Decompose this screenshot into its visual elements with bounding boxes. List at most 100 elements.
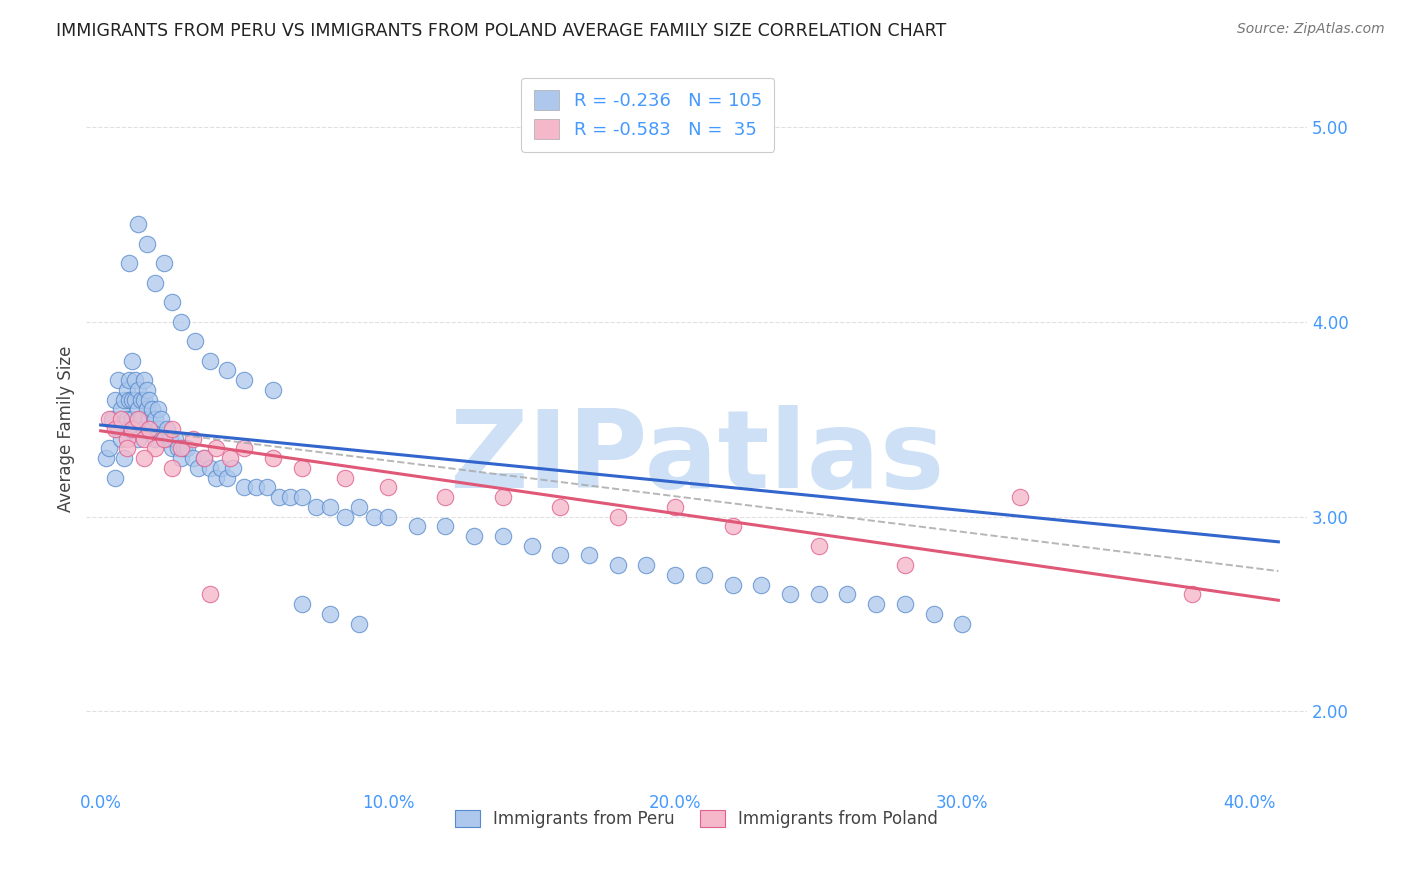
Point bbox=[141, 402, 163, 417]
Point bbox=[124, 422, 146, 436]
Point bbox=[865, 597, 887, 611]
Point bbox=[112, 392, 135, 407]
Point bbox=[922, 607, 945, 621]
Point bbox=[894, 597, 917, 611]
Point bbox=[463, 529, 485, 543]
Point bbox=[115, 383, 138, 397]
Point bbox=[112, 451, 135, 466]
Point bbox=[176, 442, 198, 456]
Point bbox=[950, 616, 973, 631]
Point bbox=[434, 490, 457, 504]
Point bbox=[104, 470, 127, 484]
Point bbox=[291, 597, 314, 611]
Point bbox=[118, 373, 141, 387]
Point bbox=[153, 432, 176, 446]
Point bbox=[262, 451, 284, 466]
Point bbox=[215, 470, 238, 484]
Point bbox=[98, 412, 121, 426]
Point bbox=[118, 422, 141, 436]
Point bbox=[664, 500, 686, 514]
Point bbox=[749, 577, 772, 591]
Point bbox=[548, 549, 571, 563]
Point bbox=[173, 442, 195, 456]
Point bbox=[1008, 490, 1031, 504]
Point bbox=[184, 334, 207, 349]
Point bbox=[291, 490, 314, 504]
Text: Source: ZipAtlas.com: Source: ZipAtlas.com bbox=[1237, 22, 1385, 37]
Point bbox=[204, 470, 226, 484]
Point bbox=[167, 442, 190, 456]
Point bbox=[115, 442, 138, 456]
Point bbox=[405, 519, 427, 533]
Point bbox=[138, 412, 160, 426]
Legend: Immigrants from Peru, Immigrants from Poland: Immigrants from Peru, Immigrants from Po… bbox=[449, 804, 945, 835]
Point bbox=[98, 442, 121, 456]
Point bbox=[159, 432, 181, 446]
Point bbox=[181, 451, 204, 466]
Point bbox=[143, 432, 166, 446]
Point bbox=[129, 412, 152, 426]
Point bbox=[104, 392, 127, 407]
Point bbox=[135, 402, 157, 417]
Point bbox=[156, 422, 179, 436]
Point bbox=[135, 383, 157, 397]
Point bbox=[107, 422, 129, 436]
Point bbox=[135, 236, 157, 251]
Point bbox=[222, 460, 245, 475]
Point bbox=[193, 451, 215, 466]
Point bbox=[96, 451, 118, 466]
Point bbox=[132, 451, 155, 466]
Point bbox=[377, 480, 399, 494]
Point bbox=[779, 587, 801, 601]
Point bbox=[434, 519, 457, 533]
Point bbox=[107, 373, 129, 387]
Point bbox=[278, 490, 301, 504]
Point bbox=[115, 432, 138, 446]
Point bbox=[124, 373, 146, 387]
Point bbox=[256, 480, 278, 494]
Point bbox=[204, 442, 226, 456]
Point bbox=[165, 432, 187, 446]
Point bbox=[110, 412, 132, 426]
Point bbox=[492, 529, 515, 543]
Point bbox=[363, 509, 385, 524]
Point bbox=[377, 509, 399, 524]
Point bbox=[333, 509, 356, 524]
Point bbox=[162, 295, 184, 310]
Point bbox=[215, 363, 238, 377]
Point bbox=[143, 442, 166, 456]
Point bbox=[141, 422, 163, 436]
Point bbox=[807, 539, 830, 553]
Point bbox=[110, 432, 132, 446]
Point bbox=[233, 442, 256, 456]
Point bbox=[219, 451, 242, 466]
Point bbox=[110, 402, 132, 417]
Point bbox=[233, 480, 256, 494]
Point bbox=[209, 460, 232, 475]
Point bbox=[127, 412, 149, 426]
Point bbox=[153, 256, 176, 270]
Point bbox=[127, 402, 149, 417]
Point bbox=[121, 392, 143, 407]
Point bbox=[578, 549, 600, 563]
Point bbox=[193, 451, 215, 466]
Point bbox=[121, 412, 143, 426]
Text: ZIPatlas: ZIPatlas bbox=[449, 405, 945, 511]
Point bbox=[267, 490, 290, 504]
Point bbox=[492, 490, 515, 504]
Point bbox=[262, 383, 284, 397]
Point bbox=[118, 392, 141, 407]
Point bbox=[143, 412, 166, 426]
Point bbox=[291, 460, 314, 475]
Point bbox=[124, 392, 146, 407]
Point bbox=[347, 616, 370, 631]
Point bbox=[146, 422, 169, 436]
Point bbox=[606, 509, 628, 524]
Point bbox=[693, 568, 716, 582]
Point bbox=[127, 432, 149, 446]
Point bbox=[162, 460, 184, 475]
Point bbox=[121, 353, 143, 368]
Point bbox=[894, 558, 917, 573]
Point bbox=[721, 577, 744, 591]
Point bbox=[187, 460, 209, 475]
